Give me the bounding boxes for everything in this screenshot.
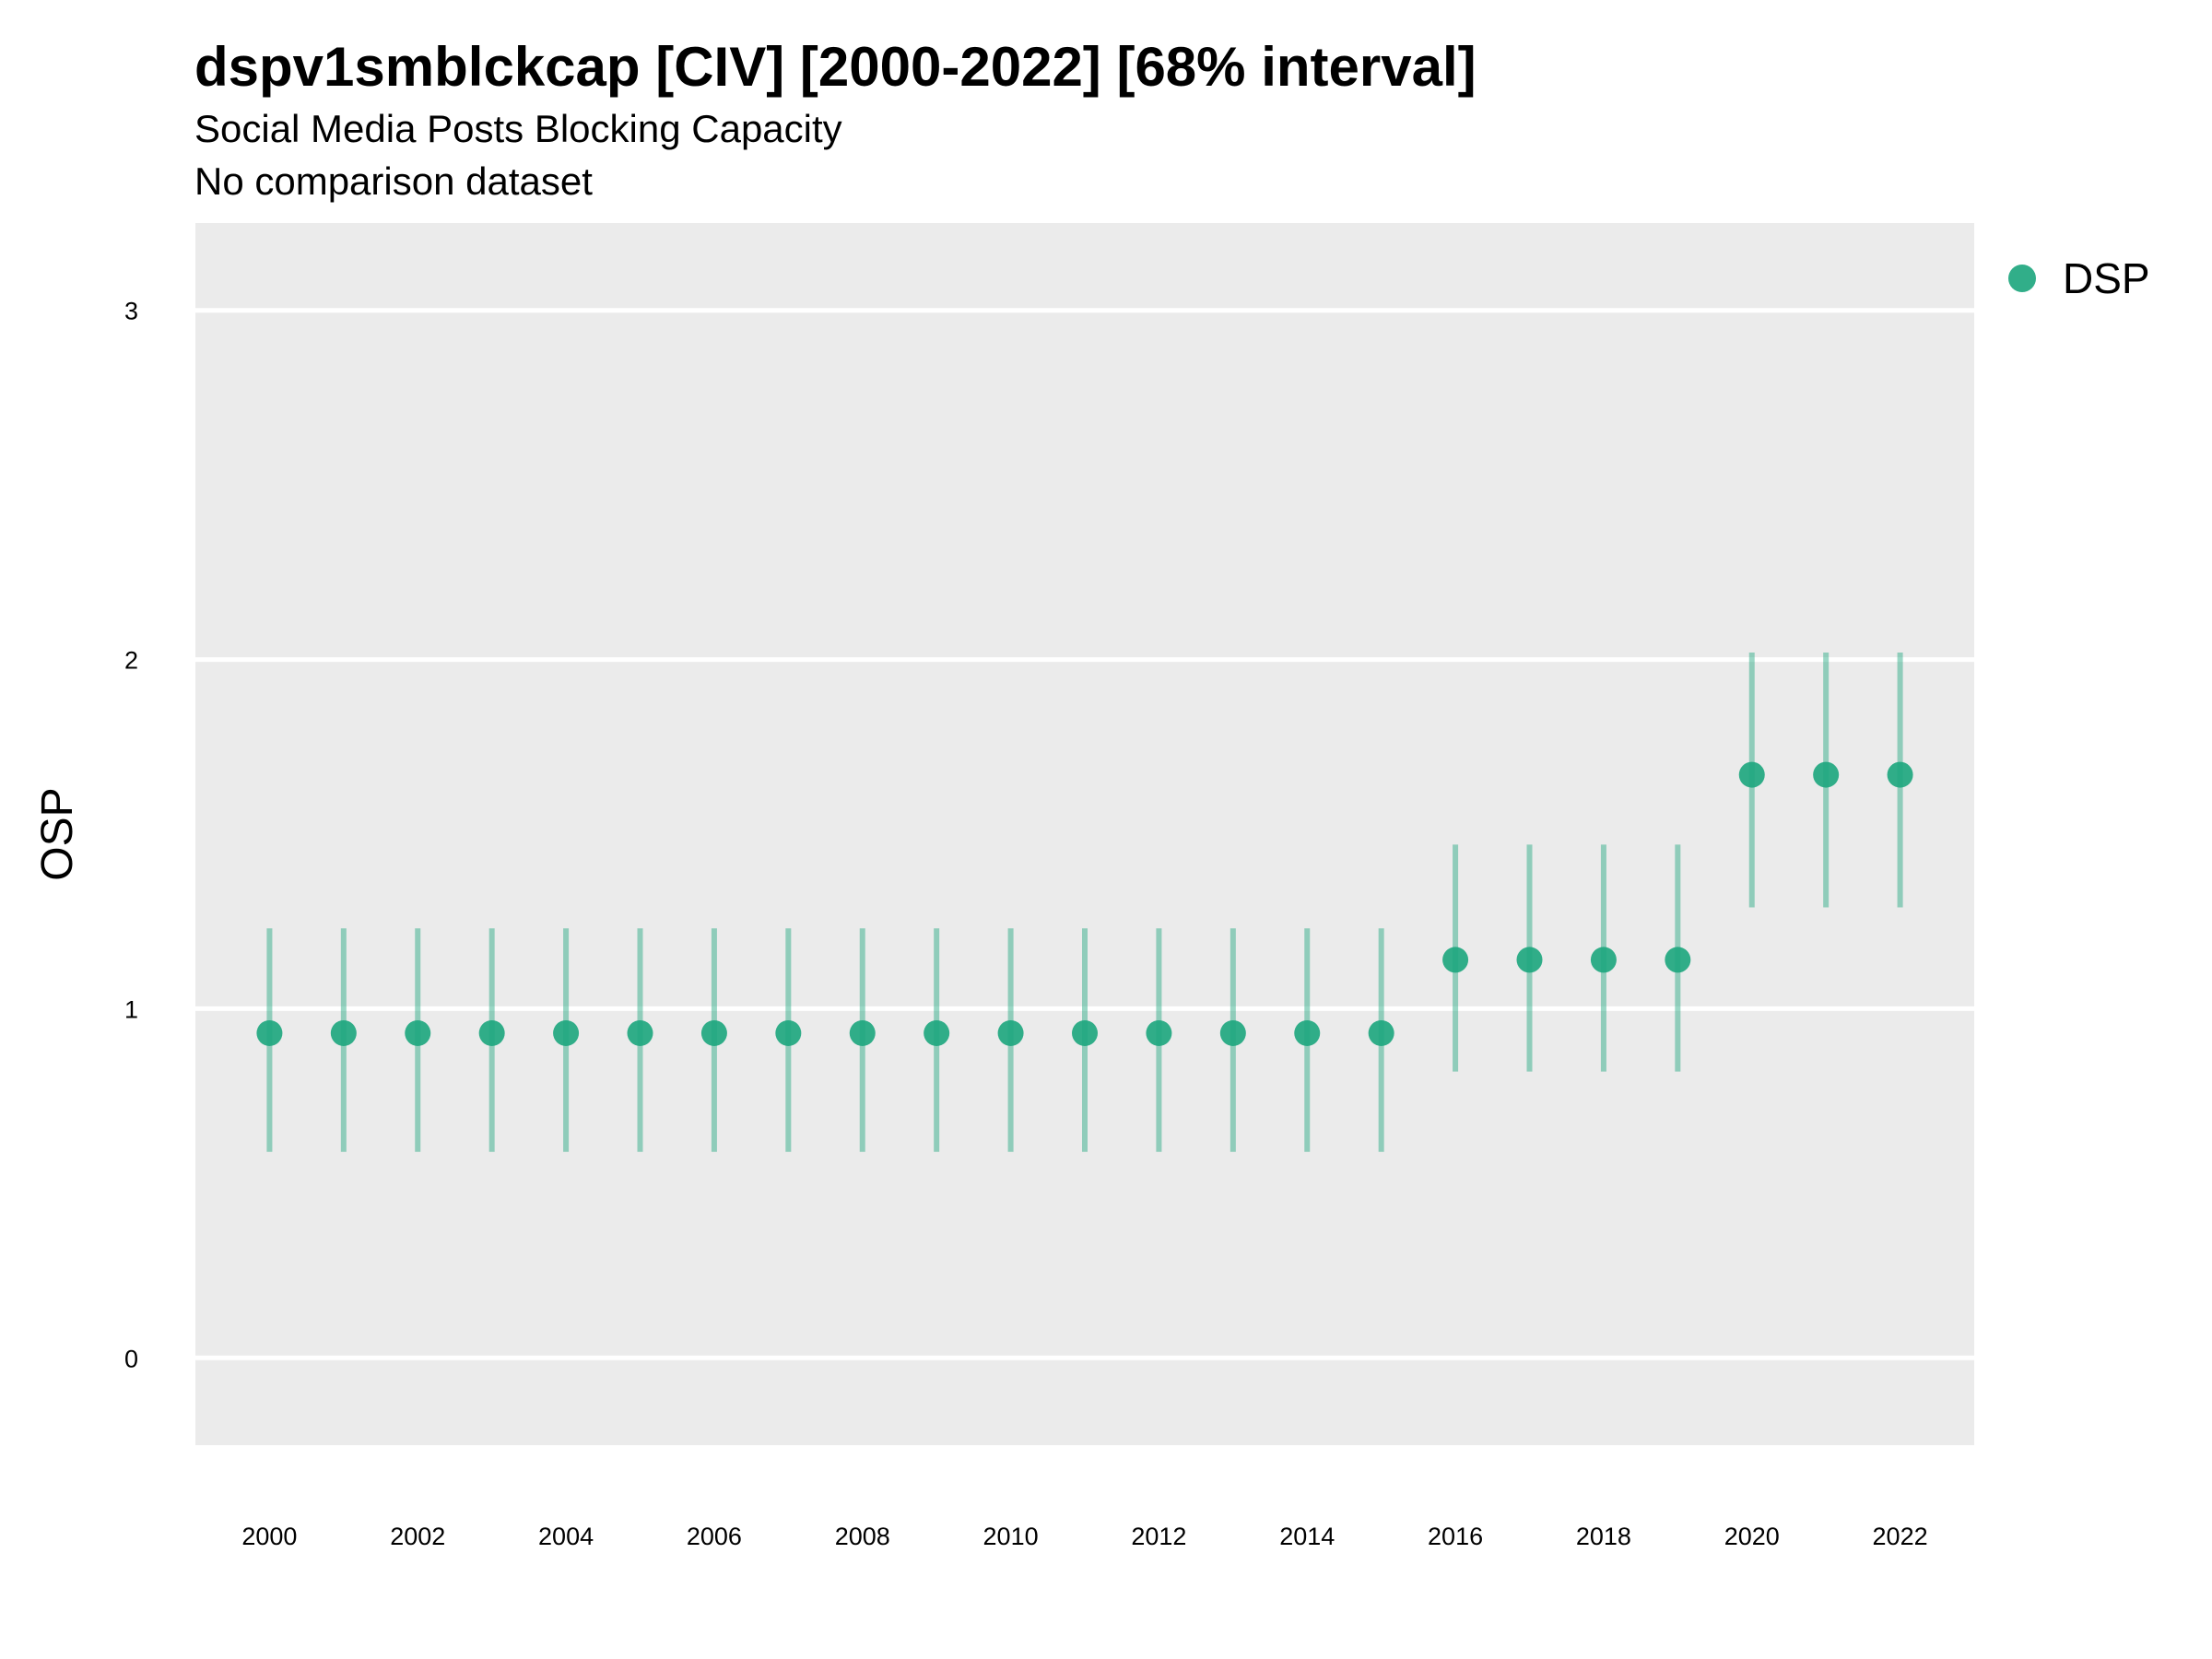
data-point — [1665, 947, 1691, 973]
chart-subtitle: Social Media Posts Blocking Capacity — [194, 107, 842, 150]
y-tick-label: 1 — [124, 995, 138, 1023]
data-point — [700, 1019, 727, 1046]
x-tick-label: 2010 — [983, 1523, 1039, 1550]
data-point — [1442, 947, 1469, 973]
data-point — [256, 1019, 283, 1046]
x-tick-label: 2018 — [1576, 1523, 1631, 1550]
data-point — [1219, 1019, 1246, 1046]
x-tick-label: 2008 — [835, 1523, 890, 1550]
data-point — [1072, 1019, 1098, 1046]
x-tick-label: 2020 — [1724, 1523, 1780, 1550]
x-tick-labels: 2000 2002 2004 2006 2008 2010 2012 2014 2016 2018… — [241, 1523, 1927, 1550]
data-point — [1294, 1019, 1321, 1046]
chart-subtitle-comparison: No comparison dataset — [194, 159, 593, 203]
x-tick-label: 2022 — [1873, 1523, 1928, 1550]
plot-panel — [195, 223, 1974, 1445]
data-point — [775, 1019, 802, 1046]
y-axis-label: OSP — [33, 787, 82, 880]
data-point — [849, 1019, 876, 1046]
y-tick-label: 2 — [124, 647, 138, 675]
data-point — [1590, 947, 1617, 973]
legend-label-dsp: DSP — [2063, 254, 2150, 302]
y-tick-label: 3 — [124, 298, 138, 325]
legend: DSP — [2008, 254, 2150, 302]
data-point — [1813, 761, 1840, 788]
y-tick-labels: 0 1 2 3 — [124, 298, 138, 1373]
data-point — [1887, 761, 1913, 788]
x-tick-label: 2014 — [1279, 1523, 1335, 1550]
legend-swatch-dsp — [2008, 265, 2036, 292]
data-point — [553, 1019, 580, 1046]
data-point — [405, 1019, 431, 1046]
data-point — [478, 1019, 505, 1046]
y-gridlines — [195, 308, 1974, 1360]
data-point — [1368, 1019, 1394, 1046]
y-tick-label: 0 — [124, 1345, 138, 1372]
data-point — [1146, 1019, 1172, 1046]
data-points — [256, 761, 1913, 1046]
data-point — [627, 1019, 653, 1046]
x-tick-label: 2002 — [390, 1523, 445, 1550]
x-tick-label: 2000 — [241, 1523, 297, 1550]
x-tick-label: 2016 — [1428, 1523, 1483, 1550]
data-point — [924, 1019, 950, 1046]
x-tick-label: 2004 — [538, 1523, 594, 1550]
x-tick-label: 2012 — [1131, 1523, 1186, 1550]
data-point — [1516, 947, 1543, 973]
data-point — [330, 1019, 357, 1046]
chart-title: dspv1smblckcap [CIV] [2000-2022] [68% in… — [194, 36, 1477, 98]
data-point — [997, 1019, 1024, 1046]
data-point — [1738, 761, 1765, 788]
x-tick-label: 2006 — [687, 1523, 742, 1550]
